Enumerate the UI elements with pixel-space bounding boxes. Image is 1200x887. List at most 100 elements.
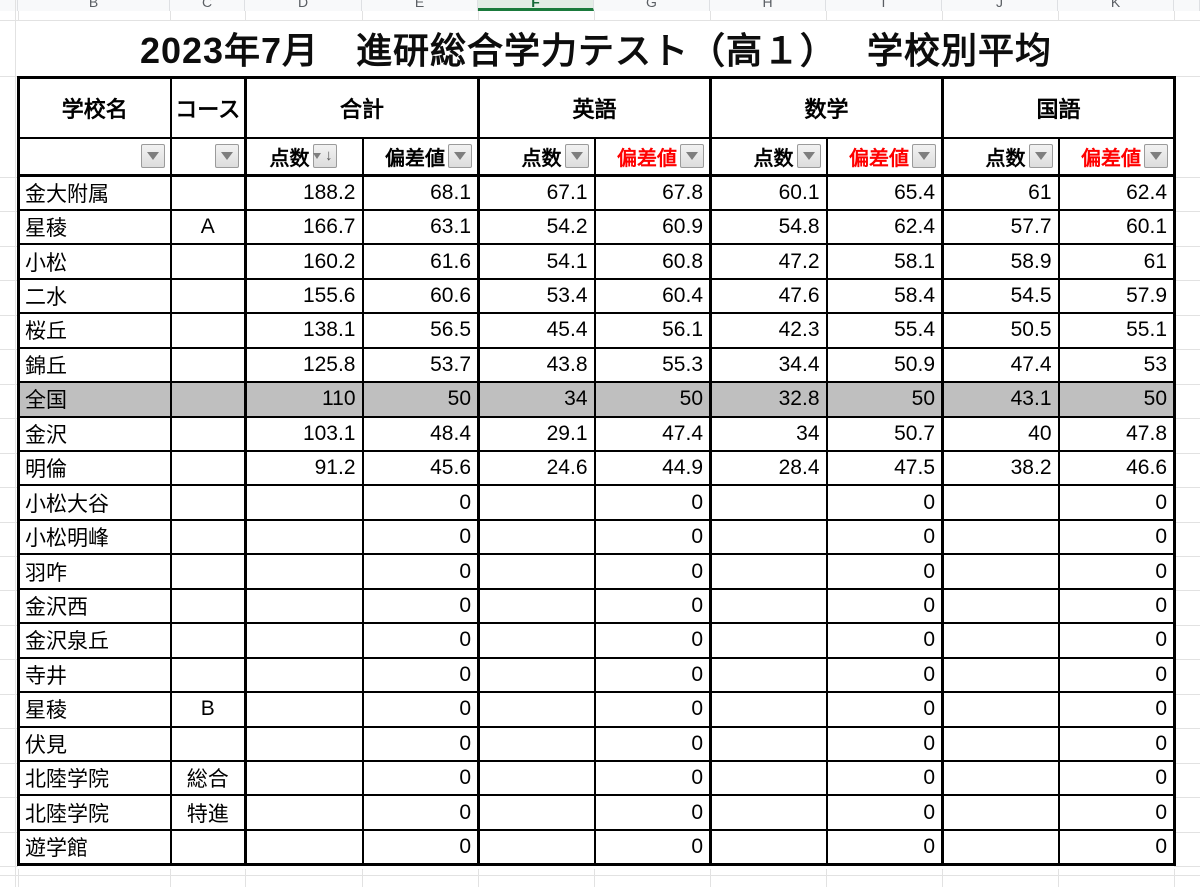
cell-course[interactable] xyxy=(169,587,247,625)
cell-jpn-dev[interactable]: 53 xyxy=(1058,346,1176,384)
cell-total-dev[interactable]: 0 xyxy=(362,759,480,797)
cell-school-name[interactable]: 伏見 xyxy=(17,725,172,762)
filter-dropdown-button[interactable] xyxy=(1144,144,1168,169)
cell-total-dev[interactable]: 0 xyxy=(362,691,480,728)
cell-jpn-score[interactable]: 54.5 xyxy=(941,277,1060,315)
cell-school-name[interactable]: 錦丘 xyxy=(17,346,172,384)
cell-eng-dev[interactable]: 0 xyxy=(594,794,712,831)
cell-math-score[interactable] xyxy=(709,725,828,762)
cell-total-dev[interactable]: 68.1 xyxy=(362,174,480,211)
cell-course[interactable] xyxy=(169,346,247,384)
cell-total-score[interactable] xyxy=(244,828,364,866)
cell-total-dev[interactable]: 48.4 xyxy=(362,415,480,453)
cell-total-score[interactable] xyxy=(244,759,364,797)
cell-math-dev[interactable]: 0 xyxy=(826,587,944,625)
cell-course[interactable] xyxy=(169,449,247,487)
cell-eng-score[interactable] xyxy=(477,553,596,590)
cell-jpn-score[interactable] xyxy=(941,484,1060,521)
cell-total-dev[interactable]: 0 xyxy=(362,828,480,866)
column-header-F[interactable]: F xyxy=(478,0,594,11)
cell-eng-dev[interactable]: 0 xyxy=(594,587,712,625)
cell-jpn-dev[interactable]: 0 xyxy=(1058,656,1176,694)
cell-jpn-dev[interactable]: 47.8 xyxy=(1058,415,1176,453)
cell-math-dev[interactable]: 65.4 xyxy=(826,174,944,211)
cell-course[interactable] xyxy=(169,656,247,694)
cell-math-score[interactable] xyxy=(709,656,828,694)
cell-eng-dev[interactable]: 0 xyxy=(594,656,712,694)
cell-course[interactable] xyxy=(169,174,247,211)
filter-dropdown-button[interactable] xyxy=(564,144,589,169)
cell-eng-score[interactable] xyxy=(477,794,596,831)
cell-total-dev[interactable]: 0 xyxy=(362,794,480,831)
filter-dropdown-button[interactable] xyxy=(215,144,239,169)
cell-jpn-dev[interactable]: 61 xyxy=(1058,243,1176,280)
cell-school-name[interactable]: 明倫 xyxy=(17,449,172,487)
cell-eng-dev[interactable]: 0 xyxy=(594,553,712,590)
cell-school-name[interactable]: 遊学館 xyxy=(17,828,172,866)
cell-jpn-score[interactable]: 57.7 xyxy=(941,208,1060,246)
cell-total-score[interactable] xyxy=(244,691,364,728)
cell-school-name[interactable]: 金沢西 xyxy=(17,587,172,625)
cell-math-score[interactable] xyxy=(709,484,828,521)
cell-total-score[interactable]: 91.2 xyxy=(244,449,364,487)
cell-school-name[interactable]: 金沢泉丘 xyxy=(17,622,172,659)
cell-eng-score[interactable]: 24.6 xyxy=(477,449,596,487)
cell-jpn-score[interactable] xyxy=(941,656,1060,694)
cell-jpn-dev[interactable]: 0 xyxy=(1058,691,1176,728)
cell-eng-dev[interactable]: 0 xyxy=(594,828,712,866)
cell-jpn-score[interactable] xyxy=(941,691,1060,728)
cell-math-dev[interactable]: 62.4 xyxy=(826,208,944,246)
cell-jpn-dev[interactable]: 0 xyxy=(1058,518,1176,556)
cell-school-name[interactable]: 北陸学院 xyxy=(17,759,172,797)
cell-course[interactable] xyxy=(169,518,247,556)
cell-course[interactable]: B xyxy=(169,691,247,728)
cell-eng-score[interactable] xyxy=(477,518,596,556)
cell-jpn-score[interactable]: 58.9 xyxy=(941,243,1060,280)
column-header-H[interactable]: H xyxy=(710,0,826,11)
cell-math-dev[interactable]: 0 xyxy=(826,484,944,521)
cell-total-dev[interactable]: 56.5 xyxy=(362,312,480,349)
column-header-D[interactable]: D xyxy=(245,0,362,11)
cell-math-dev[interactable]: 0 xyxy=(826,656,944,694)
cell-eng-dev[interactable]: 0 xyxy=(594,691,712,728)
cell-total-score[interactable] xyxy=(244,553,364,590)
cell-total-dev[interactable]: 0 xyxy=(362,553,480,590)
cell-eng-score[interactable] xyxy=(477,828,596,866)
cell-math-score[interactable]: 34.4 xyxy=(709,346,828,384)
cell-total-score[interactable]: 188.2 xyxy=(244,174,364,211)
cell-math-dev[interactable]: 0 xyxy=(826,759,944,797)
cell-eng-score[interactable]: 45.4 xyxy=(477,312,596,349)
cell-jpn-score[interactable]: 50.5 xyxy=(941,312,1060,349)
cell-jpn-score[interactable]: 40 xyxy=(941,415,1060,453)
cell-eng-score[interactable] xyxy=(477,656,596,694)
cell-math-score[interactable] xyxy=(709,622,828,659)
cell-total-dev[interactable]: 0 xyxy=(362,656,480,694)
cell-math-score[interactable]: 34 xyxy=(709,415,828,453)
cell-jpn-dev[interactable]: 60.1 xyxy=(1058,208,1176,246)
cell-total-dev[interactable]: 0 xyxy=(362,622,480,659)
cell-course[interactable] xyxy=(169,415,247,453)
cell-eng-score[interactable] xyxy=(477,691,596,728)
cell-course[interactable]: 総合 xyxy=(169,759,247,797)
cell-eng-dev[interactable]: 0 xyxy=(594,622,712,659)
cell-school-name[interactable]: 小松明峰 xyxy=(17,518,172,556)
cell-eng-dev[interactable]: 55.3 xyxy=(594,346,712,384)
cell-eng-dev[interactable]: 0 xyxy=(594,725,712,762)
filter-dropdown-button[interactable] xyxy=(140,144,165,169)
cell-school-name[interactable]: 桜丘 xyxy=(17,312,172,349)
cell-jpn-dev[interactable]: 0 xyxy=(1058,725,1176,762)
column-header-G[interactable]: G xyxy=(594,0,710,11)
cell-eng-score[interactable] xyxy=(477,484,596,521)
cell-math-dev[interactable]: 0 xyxy=(826,553,944,590)
cell-course[interactable] xyxy=(169,243,247,280)
cell-total-score[interactable]: 160.2 xyxy=(244,243,364,280)
cell-course[interactable]: A xyxy=(169,208,247,246)
cell-math-score[interactable]: 60.1 xyxy=(709,174,828,211)
cell-school-name[interactable]: 小松 xyxy=(17,243,172,280)
cell-school-name[interactable]: 金沢 xyxy=(17,415,172,453)
cell-eng-dev[interactable]: 44.9 xyxy=(594,449,712,487)
cell-jpn-dev[interactable]: 62.4 xyxy=(1058,174,1176,211)
cell-jpn-score[interactable]: 47.4 xyxy=(941,346,1060,384)
cell-jpn-dev[interactable]: 57.9 xyxy=(1058,277,1176,315)
cell-math-score[interactable] xyxy=(709,759,828,797)
